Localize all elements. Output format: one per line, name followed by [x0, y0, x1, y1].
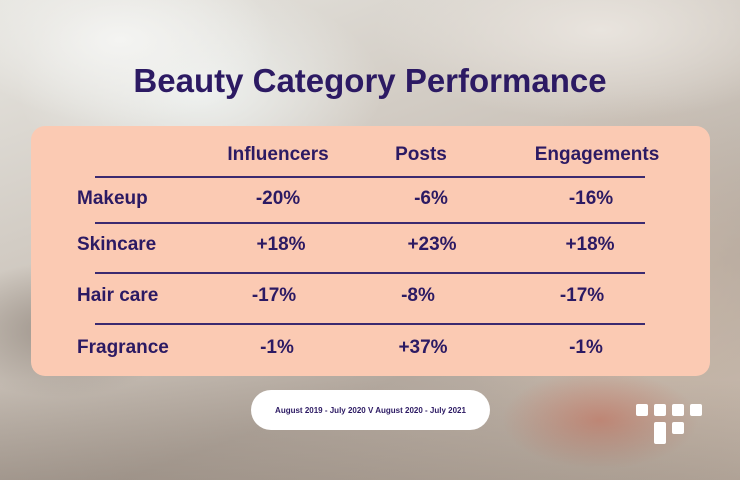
brand-logo-icon: [636, 404, 702, 444]
column-header-engagements: Engagements: [534, 144, 660, 165]
date-range-badge: August 2019 - July 2020 V August 2020 - …: [251, 390, 490, 430]
table-cell: -1%: [260, 337, 294, 358]
table-cell: -20%: [255, 188, 301, 209]
table-cell: +18%: [256, 234, 306, 255]
date-range-label: August 2019 - July 2020 V August 2020 - …: [275, 405, 466, 415]
row-label-skincare: Skincare: [77, 234, 157, 255]
table-cell: -8%: [401, 285, 435, 306]
table-cell: -17%: [559, 285, 605, 306]
table-divider: [95, 272, 645, 274]
page-title: Beauty Category Performance: [133, 62, 607, 99]
row-label-fragrance: Fragrance: [77, 337, 169, 358]
column-header-posts: Posts: [395, 144, 447, 165]
row-label-makeup: Makeup: [77, 188, 148, 209]
table-cell: +18%: [565, 234, 615, 255]
table-cell: +23%: [407, 234, 457, 255]
row-label-hair-care: Hair care: [77, 285, 159, 306]
table-cell: -1%: [569, 337, 603, 358]
table-cell: -6%: [414, 188, 448, 209]
table-cell: -16%: [568, 188, 614, 209]
table-divider: [95, 222, 645, 224]
table-divider: [95, 176, 645, 178]
column-header-influencers: Influencers: [227, 144, 329, 165]
table-divider: [95, 323, 645, 325]
performance-table-card: Influencers Posts Engagements Makeup -20…: [31, 126, 710, 376]
table-cell: -17%: [251, 285, 297, 306]
table-cell: +37%: [398, 337, 448, 358]
